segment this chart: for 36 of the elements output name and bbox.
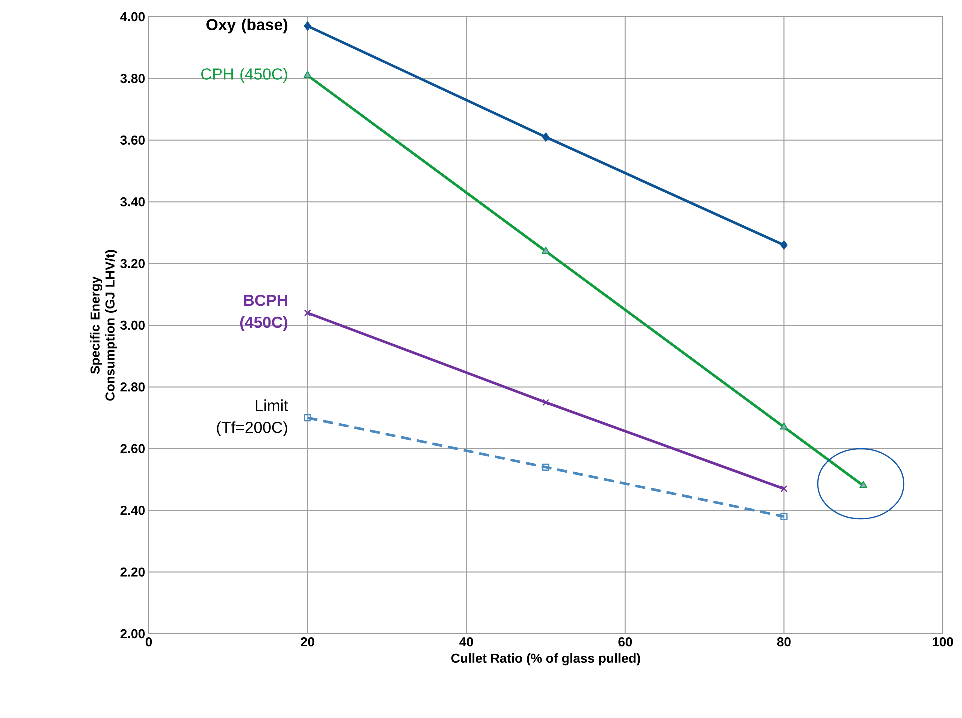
series-label: Oxy (base) xyxy=(206,18,288,34)
point xyxy=(780,240,788,250)
y-tick-label: 3.00 xyxy=(120,320,145,330)
x-tick-label: 20 xyxy=(301,638,314,647)
point xyxy=(304,22,312,31)
y-tick-label: 2.60 xyxy=(120,444,145,454)
y-tick-label: 2.20 xyxy=(120,568,145,577)
y-tick-label: 2.00 xyxy=(120,629,145,639)
point xyxy=(780,422,788,430)
point xyxy=(304,310,312,317)
series-label: BCPH (450C) xyxy=(240,294,288,332)
x-tick-label: 60 xyxy=(618,638,632,647)
series-label: CPH (450C) xyxy=(202,68,288,84)
y-tick-label: 3.80 xyxy=(120,74,145,84)
y-tick-label: 4.00 xyxy=(120,12,145,22)
point xyxy=(542,246,550,254)
point xyxy=(780,486,788,492)
x-tick-label: 0 xyxy=(146,638,152,647)
point xyxy=(542,399,550,406)
x-tick-label: 100 xyxy=(933,638,954,647)
point xyxy=(304,71,312,78)
x-tick-label: 40 xyxy=(460,638,474,647)
point xyxy=(780,513,788,520)
y-axis-title: Specific Energy Consumption (GJ LHV/t) xyxy=(90,250,118,401)
y-tick-label: 3.20 xyxy=(120,259,145,268)
y-tick-label: 2.40 xyxy=(120,506,145,516)
y-tick-label: 2.80 xyxy=(120,382,145,392)
x-axis-title: Cullet Ratio (% of glass pulled) xyxy=(452,654,640,666)
x-tick-label: 80 xyxy=(777,638,791,647)
point xyxy=(542,132,550,142)
series-label: Limit (Tf=200C) xyxy=(217,400,288,436)
point xyxy=(304,414,312,422)
y-tick-label: 3.60 xyxy=(120,136,145,145)
y-tick-label: 3.40 xyxy=(120,197,145,207)
point xyxy=(860,481,868,488)
point xyxy=(542,464,550,471)
